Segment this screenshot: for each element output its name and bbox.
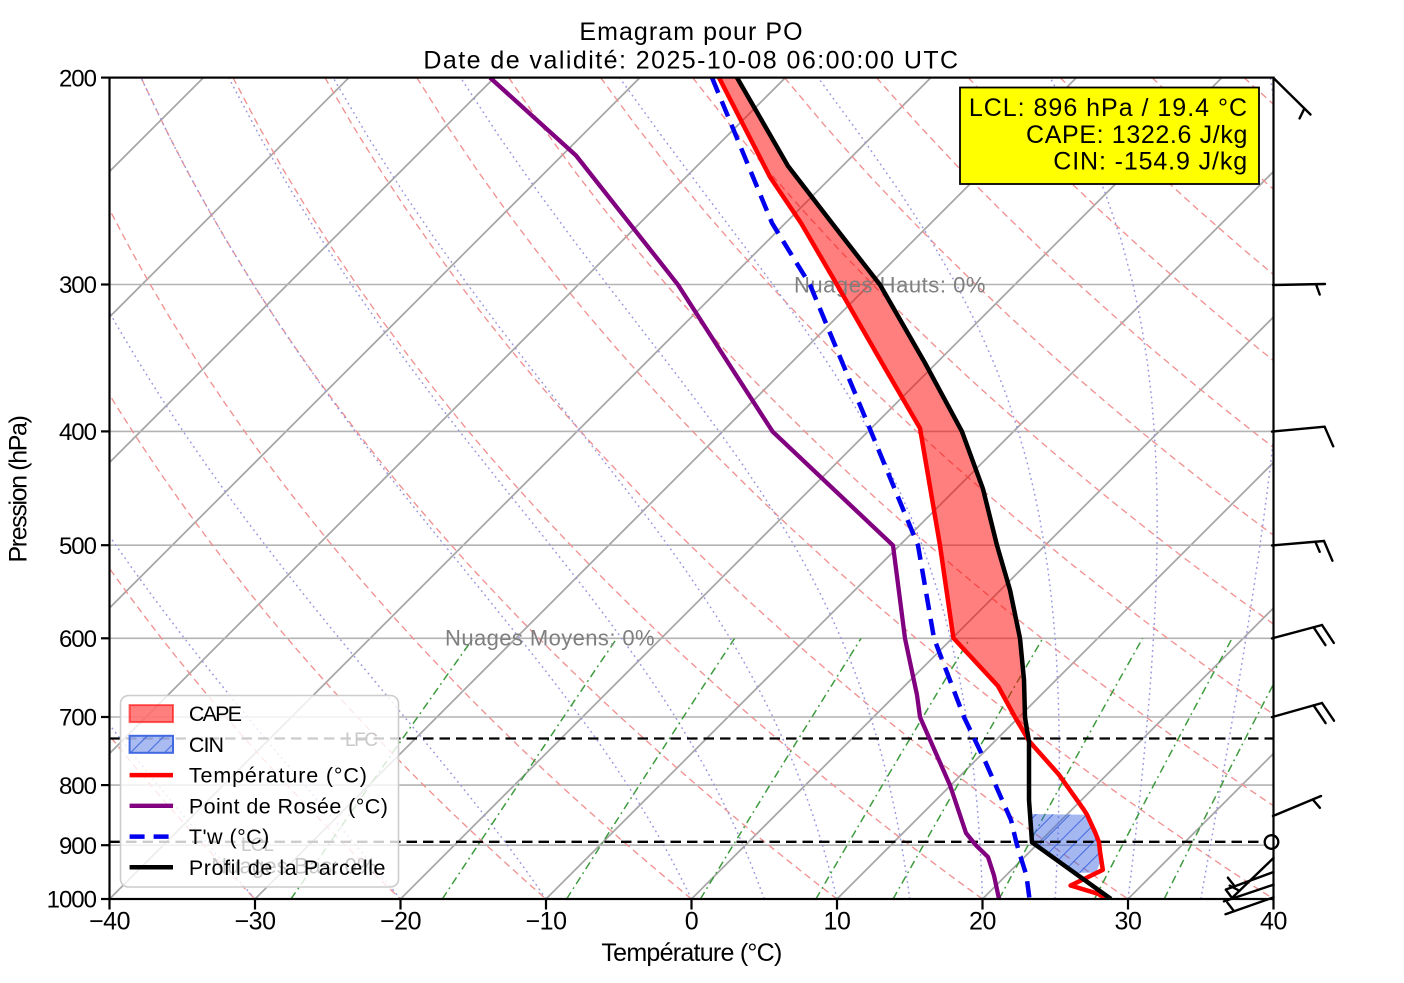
svg-text:1000: 1000 — [47, 887, 97, 914]
svg-text:300: 300 — [59, 272, 97, 299]
svg-text:Profil de la Parcelle: Profil de la Parcelle — [189, 856, 386, 880]
svg-text:−10: −10 — [525, 908, 566, 936]
svg-text:Emagram pour PO: Emagram pour PO — [579, 18, 803, 46]
svg-text:Nuages Bas: 0%: Nuages Bas: 0% — [211, 854, 376, 879]
svg-text:600: 600 — [59, 626, 97, 653]
svg-text:Température (°C): Température (°C) — [189, 764, 368, 788]
svg-text:20: 20 — [969, 908, 996, 936]
svg-text:Date de validité: 2025-10-08 0: Date de validité: 2025-10-08 06:00:00 UT… — [423, 47, 959, 75]
svg-text:Nuages Hauts: 0%: Nuages Hauts: 0% — [794, 273, 986, 298]
svg-text:30: 30 — [1115, 908, 1142, 936]
svg-text:−20: −20 — [380, 908, 421, 936]
svg-text:Point de Rosée (°C): Point de Rosée (°C) — [189, 794, 388, 818]
svg-text:T'w (°C): T'w (°C) — [189, 825, 270, 849]
svg-text:400: 400 — [59, 419, 97, 446]
svg-text:CIN: CIN — [189, 733, 223, 757]
svg-text:900: 900 — [59, 833, 97, 860]
svg-text:40: 40 — [1260, 908, 1287, 936]
svg-text:Température (°C): Température (°C) — [601, 939, 781, 967]
svg-text:CIN: -154.9 J/kg: CIN: -154.9 J/kg — [1053, 148, 1248, 176]
svg-text:LFC: LFC — [345, 730, 377, 751]
svg-text:Pression (hPa): Pression (hPa) — [5, 416, 33, 562]
svg-text:10: 10 — [824, 908, 851, 936]
svg-text:500: 500 — [59, 533, 97, 560]
svg-text:−40: −40 — [89, 908, 130, 936]
svg-text:LCL: 896 hPa / 19.4 °C: LCL: 896 hPa / 19.4 °C — [969, 94, 1248, 122]
svg-text:LCL: LCL — [241, 835, 273, 856]
svg-text:800: 800 — [59, 773, 97, 800]
svg-text:200: 200 — [59, 65, 97, 92]
svg-text:CAPE: CAPE — [189, 702, 242, 726]
svg-text:CAPE: 1322.6 J/kg: CAPE: 1322.6 J/kg — [1026, 121, 1248, 149]
svg-text:700: 700 — [59, 705, 97, 732]
svg-text:0: 0 — [685, 908, 698, 936]
svg-text:−30: −30 — [234, 908, 275, 936]
svg-text:Nuages Moyens: 0%: Nuages Moyens: 0% — [445, 626, 655, 651]
